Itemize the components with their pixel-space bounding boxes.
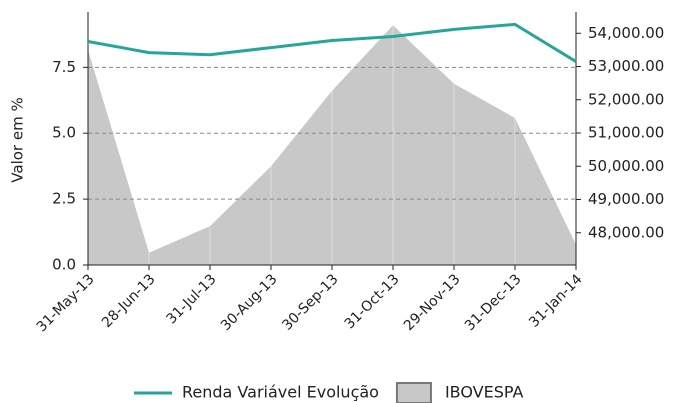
legend-label: IBOVESPA — [445, 383, 524, 402]
y2-tick-label: 54,000.00 — [588, 24, 664, 42]
legend-item: Renda Variável Evolução — [134, 383, 379, 402]
y-tick-label: 5.0 — [52, 124, 76, 142]
x-tick-label: 29-Nov-13 — [401, 271, 464, 334]
y2-tick-label: 53,000.00 — [588, 57, 664, 75]
y2-tick-label: 48,000.00 — [588, 223, 664, 241]
y-tick-label: 7.5 — [52, 58, 76, 76]
y-tick-label: 2.5 — [52, 190, 76, 208]
x-tick-label: 31-Oct-13 — [342, 271, 403, 332]
y2-tick-label: 51,000.00 — [588, 124, 664, 142]
legend-swatch — [395, 382, 432, 403]
x-tick-label: 31-May-13 — [34, 271, 98, 335]
x-tick-label: 31-Jul-13 — [164, 271, 220, 327]
area — [88, 25, 576, 265]
x-tick-label: 31-Jan-14 — [526, 271, 586, 331]
x-tick-label: 28-Jun-13 — [99, 271, 159, 331]
x-tick-label: 30-Sep-13 — [279, 271, 341, 333]
y-tick-label: 0.0 — [52, 256, 76, 274]
legend-item: IBOVESPA — [395, 382, 524, 403]
y2-tick-label: 50,000.00 — [588, 157, 664, 175]
x-tick-label: 30-Aug-13 — [218, 271, 281, 334]
line — [87, 22, 577, 63]
legend-label: Renda Variável Evolução — [182, 383, 379, 402]
y2-tick-label: 49,000.00 — [588, 190, 664, 208]
y-axis-label: Valor em % — [9, 97, 27, 182]
y2-tick-label: 52,000.00 — [588, 90, 664, 108]
x-tick-label: 31-Dec-13 — [462, 271, 525, 334]
